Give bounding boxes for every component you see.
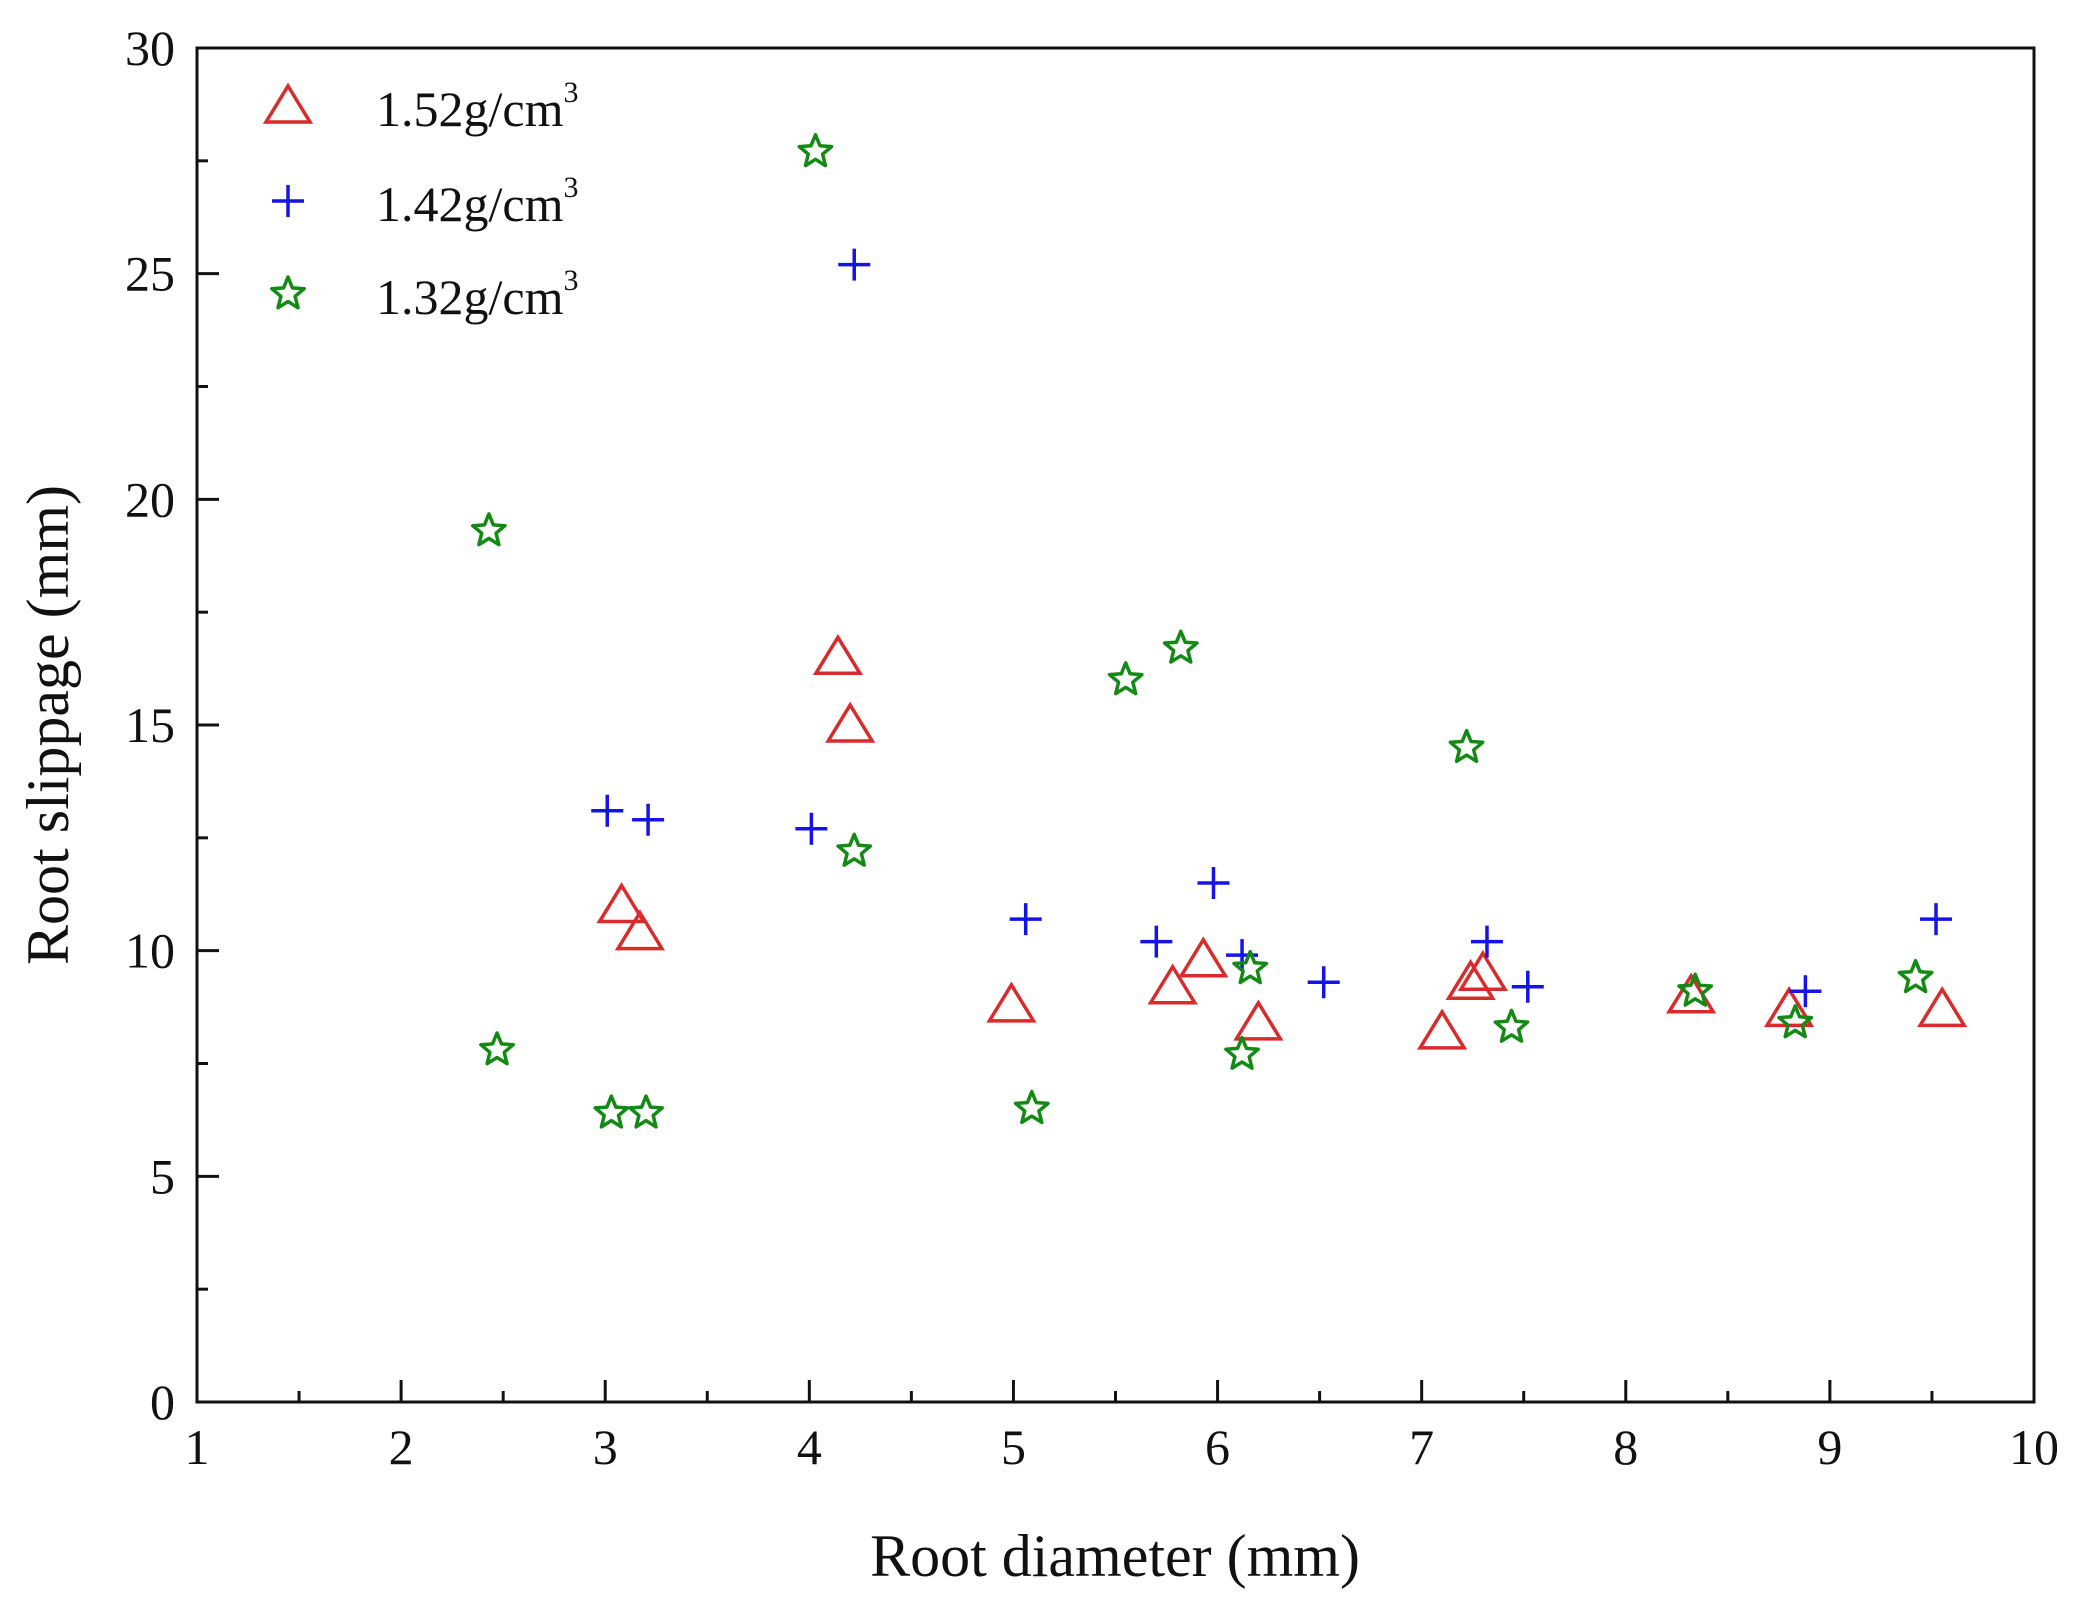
legend-label-superscript: 3 — [563, 264, 578, 297]
data-point-triangle — [1457, 949, 1509, 991]
data-point-plus — [591, 794, 624, 827]
y-tick-label: 25 — [125, 246, 175, 302]
legend-label-text: 1.52g/cm — [376, 81, 564, 137]
data-point-star — [836, 832, 873, 867]
legend-marker-plus — [272, 185, 304, 217]
data-point-star — [628, 1094, 664, 1129]
x-tick-label: 9 — [1817, 1419, 1842, 1475]
data-point-star — [1013, 1089, 1050, 1125]
data-point-plus — [838, 248, 871, 281]
legend-label-superscript: 3 — [563, 76, 578, 109]
data-point-star — [1448, 728, 1485, 764]
x-tick-label: 3 — [593, 1419, 618, 1475]
data-point-star — [1897, 958, 1934, 994]
data-point-triangle — [614, 909, 666, 951]
x-tick-label: 1 — [185, 1419, 210, 1475]
data-point-star — [1224, 1035, 1260, 1070]
data-point-triangle — [596, 882, 647, 924]
data-point-plus — [795, 812, 828, 845]
data-point-plus — [1511, 970, 1544, 1003]
x-tick-label: 4 — [797, 1419, 822, 1475]
legend-marker-star — [270, 275, 306, 310]
data-point-plus — [1789, 975, 1822, 1008]
legend-label: 1.32g/cm3 — [376, 264, 578, 325]
y-tick-label: 20 — [125, 471, 175, 527]
y-tick-label: 0 — [150, 1374, 175, 1430]
legend-label-superscript: 3 — [563, 171, 578, 204]
legend-marker-triangle — [262, 82, 314, 124]
data-point-plus — [1470, 925, 1503, 958]
data-point-plus — [1009, 903, 1042, 936]
data-point-triangle — [812, 633, 864, 676]
y-tick-label: 15 — [125, 697, 175, 753]
data-point-triangle — [1445, 958, 1496, 1001]
data-point-plus — [1920, 903, 1953, 936]
data-point-star — [797, 133, 834, 168]
data-point-triangle — [1233, 999, 1284, 1041]
data-point-triangle — [1147, 963, 1198, 1005]
points-layer — [470, 133, 1968, 1129]
x-tick-label: 2 — [389, 1419, 414, 1475]
y-tick-label: 30 — [125, 20, 175, 76]
legend-label-text: 1.32g/cm — [376, 269, 564, 325]
y-tick-label: 10 — [125, 923, 175, 979]
legend-label: 1.42g/cm3 — [376, 171, 578, 232]
data-point-triangle — [1416, 1008, 1468, 1050]
data-point-triangle — [1178, 936, 1229, 978]
data-point-star — [479, 1031, 515, 1066]
legend-label-text: 1.42g/cm — [376, 176, 564, 232]
data-point-star — [593, 1094, 630, 1129]
x-tick-label: 10 — [2009, 1419, 2059, 1475]
data-point-plus — [1140, 925, 1173, 958]
x-tick-label: 5 — [1001, 1419, 1026, 1475]
x-tick-label: 6 — [1205, 1419, 1230, 1475]
x-tick-label: 8 — [1613, 1419, 1638, 1475]
data-point-plus — [1307, 966, 1340, 999]
ticks-layer: 1 2 3 4 5 6 7 8 9 10 0 5 10 15 20 25 30 — [125, 20, 2059, 1475]
x-tick-label: 7 — [1409, 1419, 1434, 1475]
data-point-star — [470, 512, 507, 547]
y-tick-label: 5 — [150, 1148, 175, 1204]
data-point-star — [1777, 1004, 1814, 1039]
data-point-star — [1677, 972, 1714, 1007]
y-axis-title: Root slippage (mm) — [15, 485, 81, 965]
data-point-plus — [1197, 866, 1230, 899]
data-point-triangle — [986, 981, 1037, 1023]
data-point-plus — [632, 803, 665, 836]
x-axis-title: Root diameter (mm) — [870, 1523, 1360, 1589]
data-point-star — [1232, 949, 1269, 985]
data-point-triangle — [825, 701, 876, 743]
data-point-star — [1493, 1008, 1530, 1043]
data-point-star — [1107, 661, 1144, 696]
data-point-triangle — [1917, 985, 1968, 1028]
data-point-star — [1162, 629, 1199, 664]
legend-label: 1.52g/cm3 — [376, 76, 578, 137]
